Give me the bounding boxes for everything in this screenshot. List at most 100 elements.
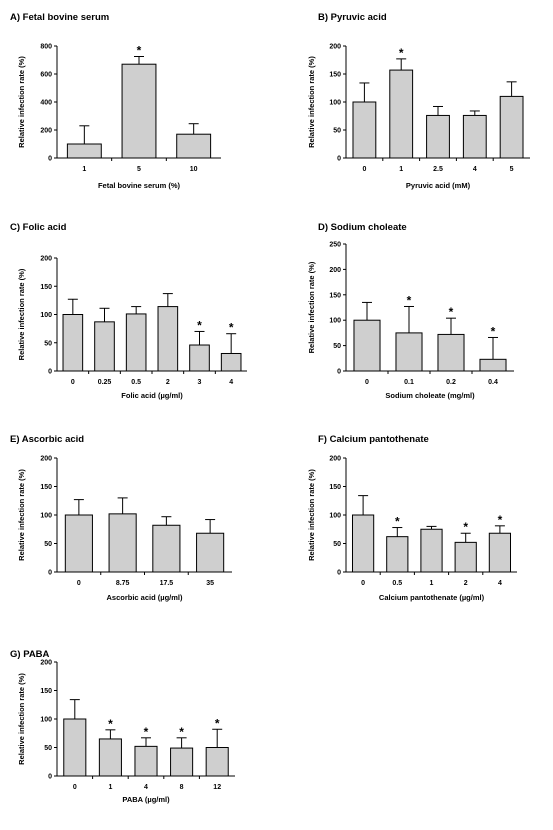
bar (351, 514, 375, 573)
y-axis-label: Relative infection rate (%) (17, 673, 26, 765)
bar (488, 532, 512, 573)
bar (94, 321, 115, 372)
significance-marker: * (399, 46, 404, 60)
y-tick-label: 150 (40, 688, 52, 695)
y-axis-label: Relative infection rate (%) (17, 469, 26, 561)
y-tick-label: 250 (329, 242, 341, 249)
chart-panel: E) Ascorbic acid Relative infection rate … (10, 434, 232, 602)
bar (62, 314, 84, 372)
bar (170, 747, 194, 777)
y-tick-label: 100 (40, 312, 52, 319)
bar (63, 718, 87, 777)
x-tick-label: 0 (71, 379, 75, 386)
x-tick-label: 1 (82, 166, 86, 173)
bar (205, 747, 229, 777)
x-tick-label: 12 (213, 784, 221, 791)
x-tick-label: 0.5 (392, 580, 402, 587)
x-axis-label: Ascorbic acid (µg/ml) (106, 593, 183, 602)
y-tick-label: 200 (40, 660, 52, 667)
x-tick-label: 0.1 (404, 379, 414, 386)
bar (64, 514, 93, 573)
bar (395, 332, 423, 372)
y-axis-label: Relative infection rate (%) (17, 268, 26, 360)
x-tick-label: 8.75 (116, 580, 130, 587)
y-tick-label: 50 (44, 745, 52, 752)
y-axis-label: Relative infection rate (%) (307, 56, 316, 148)
y-tick-label: 200 (40, 128, 52, 135)
y-tick-label: 0 (48, 774, 52, 781)
significance-marker: * (407, 293, 412, 307)
y-tick-label: 0 (337, 570, 341, 577)
bar (462, 114, 487, 159)
significance-marker: * (498, 513, 503, 527)
bar (134, 745, 158, 777)
x-tick-label: 0.25 (98, 379, 112, 386)
bar (152, 524, 181, 573)
chart-panel: C) Folic acid Relative infection rate (%)… (10, 222, 247, 400)
bar (353, 319, 381, 372)
x-tick-label: 1 (430, 580, 434, 587)
x-tick-label: 0.4 (488, 379, 498, 386)
y-tick-label: 200 (40, 256, 52, 263)
significance-marker: * (137, 44, 142, 58)
y-tick-label: 800 (40, 44, 52, 51)
chart-panel: B) Pyruvic acid Relative infection rate (… (307, 12, 530, 190)
chart-title: F) Calcium pantothenate (318, 434, 429, 445)
y-tick-label: 50 (333, 343, 341, 350)
x-tick-label: 4 (144, 784, 148, 791)
x-tick-label: 10 (190, 166, 198, 173)
x-tick-label: 4 (498, 580, 502, 587)
x-tick-label: 0 (361, 580, 365, 587)
x-tick-label: 2 (166, 379, 170, 386)
bar (479, 358, 507, 372)
y-tick-label: 0 (48, 570, 52, 577)
significance-marker: * (463, 520, 468, 534)
significance-marker: * (449, 305, 454, 319)
chart-title: C) Folic acid (10, 222, 67, 233)
x-tick-label: 3 (198, 379, 202, 386)
y-tick-label: 150 (40, 484, 52, 491)
x-tick-label: 35 (206, 580, 214, 587)
x-tick-label: 0 (362, 166, 366, 173)
x-tick-label: 2 (464, 580, 468, 587)
y-tick-label: 0 (337, 156, 341, 163)
y-axis-label: Relative infection rate (%) (17, 56, 26, 148)
y-tick-label: 200 (329, 44, 341, 51)
bar (196, 532, 225, 573)
y-tick-label: 50 (333, 541, 341, 548)
y-tick-label: 150 (329, 484, 341, 491)
significance-marker: * (108, 717, 113, 731)
bar (66, 143, 102, 159)
significance-marker: * (395, 515, 400, 529)
bar (454, 541, 477, 573)
y-tick-label: 50 (333, 128, 341, 135)
y-tick-label: 400 (40, 100, 52, 107)
x-tick-label: 0.2 (446, 379, 456, 386)
bar (420, 528, 443, 573)
x-axis-label: PABA (µg/ml) (122, 795, 170, 804)
y-tick-label: 200 (329, 267, 341, 274)
x-axis-label: Calcium pantothenate (µg/ml) (379, 593, 485, 602)
chart-title: G) PABA (10, 649, 50, 660)
y-tick-label: 150 (329, 72, 341, 79)
chart-title: D) Sodium choleate (318, 222, 407, 233)
x-axis-label: Fetal bovine serum (%) (98, 181, 181, 190)
x-tick-label: 4 (473, 166, 477, 173)
significance-marker: * (144, 725, 149, 739)
bar (499, 95, 524, 159)
x-axis-label: Folic acid (µg/ml) (121, 391, 183, 400)
bar (352, 101, 377, 159)
significance-marker: * (229, 321, 234, 335)
y-tick-label: 200 (329, 456, 341, 463)
x-tick-label: 0 (77, 580, 81, 587)
chart-panel: G) PABA Relative infection rate (%) PABA (… (10, 649, 235, 804)
y-tick-label: 50 (44, 541, 52, 548)
x-tick-label: 0.5 (131, 379, 141, 386)
y-tick-label: 100 (329, 318, 341, 325)
chart-title: B) Pyruvic acid (318, 12, 387, 23)
y-tick-label: 0 (48, 156, 52, 163)
bar (108, 513, 137, 573)
x-tick-label: 17.5 (160, 580, 174, 587)
chart-panel: A) Fetal bovine serum Relative infection … (10, 12, 221, 190)
